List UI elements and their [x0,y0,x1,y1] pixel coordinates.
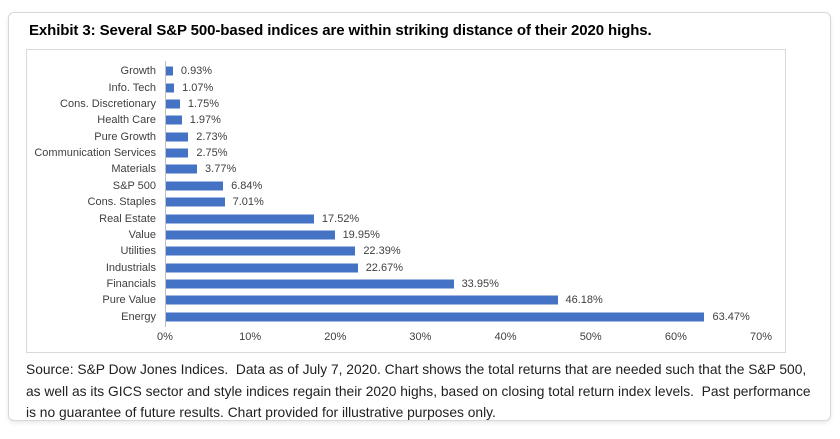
value-label: 22.39% [363,245,401,258]
source-note: Source: S&P Dow Jones Indices. Data as o… [26,359,826,424]
bar [165,83,175,93]
value-label: 2.75% [196,147,228,160]
bar-plot: 22.67% [165,260,760,276]
category-label: Industrials [105,261,156,274]
bar [165,164,198,174]
bar [165,214,314,224]
value-label: 17.52% [321,212,360,225]
value-label: 1.75% [187,97,220,110]
bar-row: Financials 33.95% [27,276,785,292]
value-label: 3.77% [205,163,237,176]
x-tick-label: 50% [579,331,602,343]
bar [165,99,180,109]
value-label: 2.73% [196,130,228,143]
bar-plot: 33.95% [165,276,760,292]
category-label: Materials [111,163,156,176]
bar-plot: 22.39% [165,243,760,259]
category-label: Financials [106,278,156,291]
category-label: Health Care [97,114,156,127]
bar [165,132,189,142]
bar-row: Health Care 1.97% [27,112,785,128]
category-label: Cons. Discretionary [60,97,156,110]
bar-plot: 7.01% [165,194,760,210]
category-label: Real Estate [99,212,156,225]
bar-row: Pure Growth 2.73% [27,129,785,145]
value-label: 33.95% [461,278,499,291]
category-label: Value [128,228,156,241]
bar-row: Materials 3.77% [27,161,785,177]
category-label: Growth [120,65,156,78]
bar-row: Value 19.95% [27,227,785,243]
x-axis: 0% 10% 20% 30% 40% 50% 60% 70% [157,331,772,347]
x-tick-label: 40% [494,331,517,343]
bar [165,295,558,305]
bar [165,66,173,76]
source-line: Source: S&P Dow Jones Indices. Data as o… [26,362,807,377]
bar-row: Growth 0.93% [27,63,785,79]
value-label: 7.01% [232,196,264,209]
category-label: Pure Value [102,294,156,307]
bar-row: Info. Tech 1.07% [27,79,785,95]
bar-row: Industrials 22.67% [27,260,785,276]
bar-plot: 19.95% [165,227,760,243]
bar-plot: 0.93% [165,63,760,79]
exhibit-title: Exhibit 3: Several S&P 500-based indices… [29,22,652,39]
category-label: Energy [121,310,156,323]
x-tick-label: 30% [409,331,432,343]
x-tick-label: 20% [324,331,347,343]
bar-plot: 46.18% [165,292,760,308]
category-label: Cons. Staples [87,196,156,209]
bar [165,197,225,207]
bar-row: Cons. Staples 7.01% [27,194,785,210]
bar [165,279,454,289]
bar-row: Communication Services 2.75% [27,145,785,161]
value-label: 1.07% [182,81,214,94]
bar [165,263,358,273]
category-label: Pure Growth [94,130,156,143]
bar [165,246,356,256]
category-label: S&P 500 [112,179,156,192]
x-tick-label: 70% [749,331,773,343]
value-label: 6.84% [231,179,263,192]
bar-row: Utilities 22.39% [27,243,785,259]
bar [165,230,335,240]
bar [165,181,224,191]
source-line: is no guarantee of future results. Chart… [26,405,496,420]
bar [165,148,189,158]
value-label: 46.18% [565,294,603,307]
bar-plot: 1.97% [165,112,760,128]
bar-plot: 1.07% [165,79,760,95]
bar-row: Energy 63.47% [27,309,785,325]
bar-row: S&P 500 6.84% [27,178,785,194]
bar-plot: 6.84% [165,178,760,194]
bar [165,312,705,322]
bar [165,115,182,125]
bar-chart: Growth 0.93% Info. Tech 1.07% Cons. Disc… [26,49,786,353]
bar-plot: 2.75% [165,145,760,161]
exhibit-card: Exhibit 3: Several S&P 500-based indices… [8,12,831,421]
category-label: Info. Tech [108,81,157,94]
bar-plot: 3.77% [165,161,760,177]
x-tick-label: 60% [664,331,687,343]
bar-row: Pure Value 46.18% [27,292,785,308]
bar-plot: 1.75% [165,96,760,112]
x-tick-label: 10% [239,331,262,343]
source-line: as well as its GICS sector and style ind… [26,383,811,399]
bar-plot: 2.73% [165,129,760,145]
category-axis-line [165,61,166,327]
value-label: 1.97% [189,114,221,127]
category-label: Utilities [120,245,156,258]
bar-plot: 17.52% [165,210,760,226]
value-label: 63.47% [712,310,750,323]
value-label: 0.93% [180,65,213,78]
value-label: 22.67% [365,261,403,274]
x-tick-label: 0% [157,331,173,343]
value-label: 19.95% [342,228,380,241]
bar-row: Real Estate 17.52% [27,210,785,226]
category-label: Communication Services [34,147,156,160]
bar-plot: 63.47% [165,309,760,325]
bar-rows: Growth 0.93% Info. Tech 1.07% Cons. Disc… [27,63,785,325]
bar-row: Cons. Discretionary 1.75% [27,96,785,112]
